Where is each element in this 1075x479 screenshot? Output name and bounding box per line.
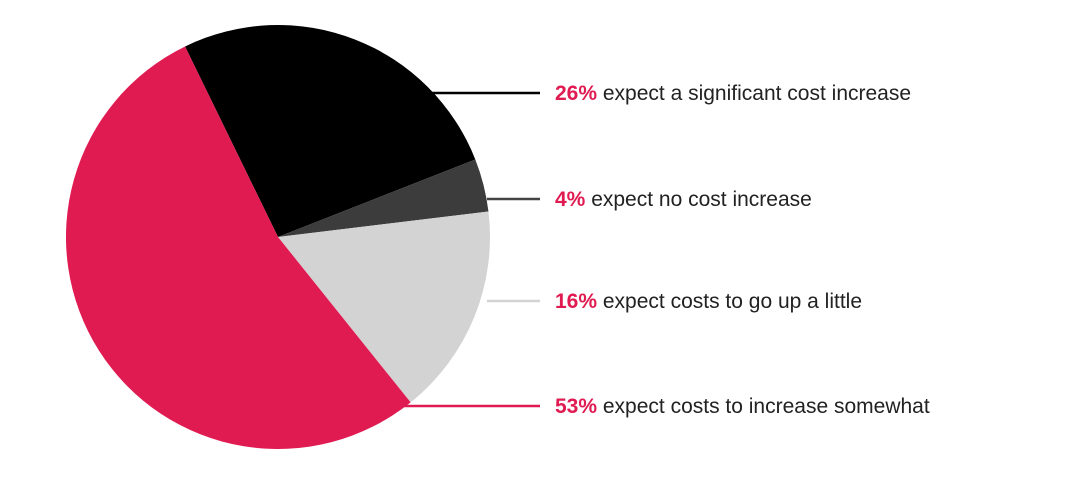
legend: 26% expect a significant cost increase 4%… — [555, 82, 930, 418]
legend-percent: 26% — [555, 82, 597, 105]
legend-percent: 16% — [555, 290, 597, 313]
legend-entry-1: 26% expect a significant cost increase — [555, 82, 911, 105]
legend-leader-lines — [380, 91, 540, 408]
legend-percent: 4% — [555, 188, 586, 211]
legend-label: expect costs to increase somewhat — [597, 395, 930, 418]
pie-slices — [65, 25, 490, 450]
pie-slice-4 — [65, 46, 411, 450]
legend-label: expect a significant cost increase — [597, 82, 911, 105]
pie-slice-1 — [185, 25, 476, 237]
legend-entry-2: 4% expect no cost increase — [555, 188, 812, 211]
legend-entry-3: 16% expect costs to go up a little — [555, 290, 862, 313]
legend-percent: 53% — [555, 395, 597, 418]
legend-label: expect no cost increase — [585, 188, 811, 211]
pie-slice-2 — [278, 159, 489, 237]
legend-entry-4: 53% expect costs to increase somewhat — [555, 395, 930, 418]
legend-label: expect costs to go up a little — [597, 290, 862, 313]
pie-slice-3 — [278, 211, 490, 403]
